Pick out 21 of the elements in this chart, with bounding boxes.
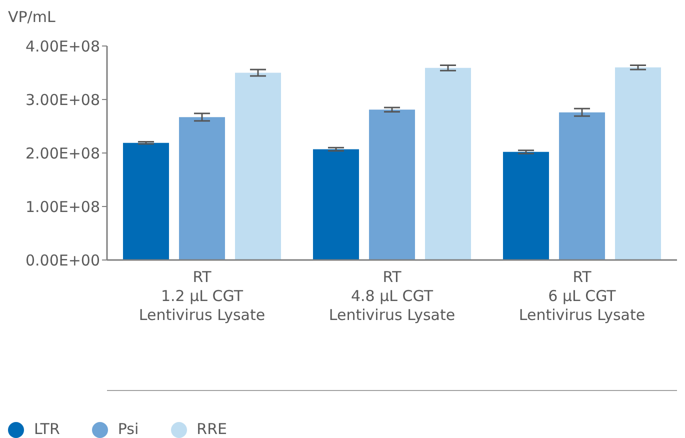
y-tick-label: 3.00E+08 (25, 90, 100, 109)
legend-label: Psi (118, 420, 139, 438)
y-tick-label: 4.00E+08 (25, 37, 100, 56)
y-tick-label: 1.00E+08 (25, 198, 100, 216)
x-tick-label: RT 1.2 µL CGT Lentivirus Lysate (138, 268, 266, 324)
x-tick-label: RT 4.8 µL CGT Lentivirus Lysate (328, 268, 456, 324)
legend-label: LTR (34, 420, 60, 438)
y-tick-label: 2.00E+08 (25, 144, 100, 162)
bar (559, 112, 605, 260)
bar (503, 152, 549, 260)
bar (179, 117, 225, 260)
bar (615, 67, 661, 260)
bar (235, 72, 281, 260)
y-axis-title: VP/mL (8, 8, 56, 26)
bar (425, 68, 471, 260)
x-tick-label: RT 6 µL CGT Lentivirus Lysate (518, 268, 646, 324)
y-tick-label: 0.00E+00 (25, 251, 100, 270)
bar (369, 110, 415, 260)
legend-label: RRE (196, 420, 227, 438)
bar (313, 149, 359, 260)
bar (123, 142, 169, 260)
